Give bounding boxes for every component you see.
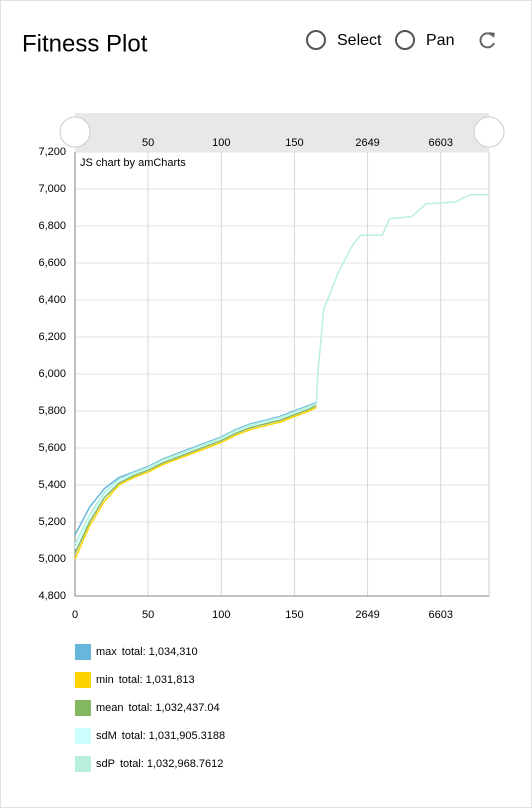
y-tick-label: 6,000 bbox=[38, 368, 66, 380]
scrollbar-label: 100 bbox=[212, 137, 230, 149]
y-tick-label: 6,200 bbox=[38, 331, 66, 343]
refresh-arrow bbox=[489, 32, 495, 38]
legend-swatch bbox=[75, 756, 91, 772]
y-tick-label: 5,600 bbox=[38, 442, 66, 454]
legend-name: sdP bbox=[96, 758, 115, 770]
legend-total: total: 1,031,905.3188 bbox=[122, 730, 225, 742]
legend-swatch bbox=[75, 644, 91, 660]
legend-total: total: 1,032,968.7612 bbox=[120, 758, 223, 770]
x-tick-label: 0 bbox=[72, 609, 78, 621]
legend-name: sdM bbox=[96, 730, 117, 742]
legend-swatch bbox=[75, 672, 91, 688]
y-tick-label: 7,000 bbox=[38, 183, 66, 195]
x-tick-label: 50 bbox=[142, 609, 154, 621]
legend-swatch bbox=[75, 728, 91, 744]
legend-name: max bbox=[96, 646, 117, 658]
series-line bbox=[74, 193, 489, 545]
x-tick-label: 6603 bbox=[428, 609, 452, 621]
y-tick-label: 5,200 bbox=[38, 516, 66, 528]
legend-total: total: 1,032,437.04 bbox=[129, 702, 220, 714]
scrollbar-label: 50 bbox=[142, 137, 154, 149]
y-tick-label: 5,400 bbox=[38, 479, 66, 491]
radio[interactable] bbox=[306, 30, 326, 50]
scrollbar-label: 6603 bbox=[428, 137, 452, 149]
radio-label[interactable]: Pan bbox=[426, 32, 454, 49]
scroll-handle[interactable] bbox=[473, 116, 505, 148]
credit: JS chart by amCharts bbox=[80, 157, 186, 169]
scrollbar-label: 2649 bbox=[355, 137, 379, 149]
y-tick-label: 7,200 bbox=[38, 146, 66, 158]
y-tick-label: 6,600 bbox=[38, 257, 66, 269]
legend-total: total: 1,034,310 bbox=[122, 646, 198, 658]
legend-name: min bbox=[96, 674, 114, 686]
y-tick-label: 6,800 bbox=[38, 220, 66, 232]
chart: 4,800 5,000 5,200 5,400 5,600 5,800 6,000 6,200… bbox=[38, 137, 489, 621]
legend-name: mean bbox=[96, 702, 124, 714]
series-line bbox=[74, 406, 317, 560]
scroll-handle[interactable] bbox=[59, 116, 91, 148]
series-line bbox=[74, 401, 317, 536]
radio[interactable] bbox=[395, 30, 415, 50]
series-line bbox=[74, 404, 317, 554]
title: Fitness Plot bbox=[22, 30, 148, 57]
radio-label[interactable]: Select bbox=[337, 32, 382, 49]
x-tick-label: 100 bbox=[212, 609, 230, 621]
legend-total: total: 1,031,813 bbox=[119, 674, 195, 686]
y-tick-label: 6,400 bbox=[38, 294, 66, 306]
y-tick-label: 4,800 bbox=[38, 590, 66, 602]
refresh-icon[interactable] bbox=[479, 32, 495, 49]
series-line bbox=[74, 402, 317, 549]
y-tick-label: 5,800 bbox=[38, 405, 66, 417]
scrollbar[interactable] bbox=[75, 113, 489, 152]
legend-swatch bbox=[75, 700, 91, 716]
x-tick-label: 150 bbox=[285, 609, 303, 621]
scrollbar-label: 150 bbox=[285, 137, 303, 149]
x-tick-label: 2649 bbox=[355, 609, 379, 621]
y-tick-label: 5,000 bbox=[38, 553, 66, 565]
